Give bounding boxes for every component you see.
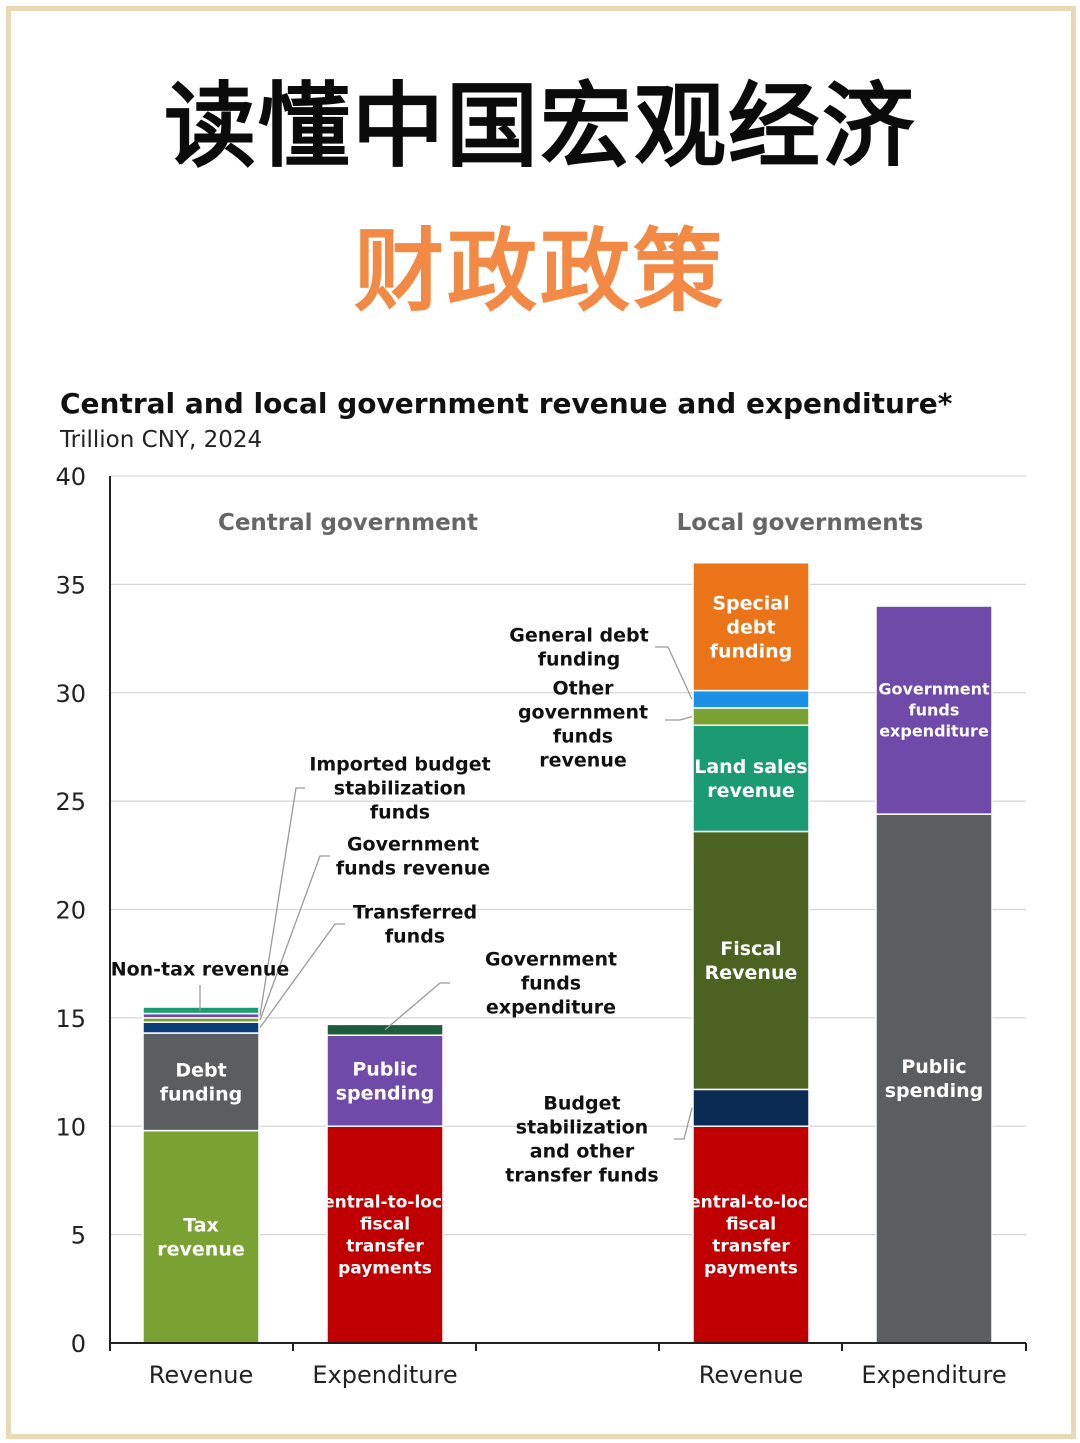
bar-segment-debt-funding — [142, 1032, 260, 1132]
segment-label-central-to-local-fiscal-transfer-payments: Central-to-local fiscal transfer payments — [311, 1193, 460, 1279]
bar-segment-government-funds-expenditure — [875, 605, 993, 815]
leader-line — [655, 646, 693, 700]
leader-line — [259, 923, 345, 1029]
leader-line — [665, 715, 693, 721]
leader-line — [259, 787, 305, 1016]
segment-label-special-debt-funding: Special debt funding — [710, 592, 793, 662]
callout-general-debt-funding: General debt funding — [509, 625, 648, 671]
bar-segment-public-spending — [875, 813, 993, 1344]
group-label-local-governments: Local governments — [677, 510, 924, 536]
axes: 0 5 10 15 20 25 30 35 40 — [55, 463, 1027, 1358]
grid-lines — [110, 475, 1026, 1236]
category-label-revenue: Revenue — [149, 1361, 254, 1389]
y-tick-label: 25 — [55, 788, 86, 816]
bar-segment-public-spending — [326, 1034, 444, 1127]
segment-label-central-to-local-fiscal-transfer-payments: Central-to-local fiscal transfer payments — [677, 1193, 826, 1279]
segment-label-debt-funding: Debt funding — [160, 1059, 243, 1105]
y-tick-label: 15 — [55, 1005, 86, 1033]
y-tick-label: 35 — [55, 571, 86, 599]
category-label-revenue: Revenue — [699, 1361, 804, 1389]
chart-title: Central and local government revenue and… — [60, 387, 953, 420]
callout-government-funds-revenue: Government funds revenue — [336, 834, 490, 880]
category-label-expenditure: Expenditure — [312, 1361, 457, 1389]
headline-title: 读懂中国宏观经济 — [163, 72, 916, 180]
callout-other-government-funds-revenue: Other government funds revenue — [518, 678, 648, 772]
segment-label-fiscal-revenue: Fiscal Revenue — [705, 938, 798, 984]
leader-line — [259, 855, 330, 1021]
bars — [142, 561, 993, 1344]
callout-non-tax-revenue: Non-tax revenue — [111, 959, 290, 981]
y-tick-label: 10 — [55, 1113, 86, 1141]
bar-segment-other-government-funds-revenue — [692, 707, 810, 727]
headline-subtitle: 财政政策 — [354, 218, 726, 324]
callout-government-funds-expenditure: Government funds expenditure — [485, 949, 617, 1019]
y-tick-label: 5 — [71, 1222, 86, 1250]
bar-segment-central-to-local-fiscal-transfer-payments — [326, 1125, 444, 1344]
category-label-expenditure: Expenditure — [861, 1361, 1006, 1389]
bar-segment-central-to-local-fiscal-transfer-payments — [692, 1125, 810, 1344]
segment-label-land-sales-revenue: Land sales revenue — [694, 756, 808, 802]
leader-line — [384, 982, 450, 1031]
segment-label-government-funds-expenditure: Government funds expenditure — [878, 680, 990, 741]
bar-segment-land-sales-revenue — [692, 724, 810, 833]
callout-budget-stabilization-and-other-transfer-funds: Budget stabilization and other transfer fun… — [505, 1093, 658, 1187]
bar-segment-non-tax-revenue — [142, 1006, 260, 1015]
chart-subtitle: Trillion CNY, 2024 — [59, 427, 262, 453]
y-tick-label: 40 — [55, 463, 86, 491]
y-tick-label: 0 — [71, 1330, 86, 1358]
segment-label-public-spending: Public spending — [336, 1058, 435, 1104]
page-frame — [6, 6, 1076, 1439]
segment-label-tax-revenue: Tax revenue — [157, 1214, 244, 1260]
bar-segment-fiscal-revenue — [692, 830, 810, 1091]
labels: Central government Local governments Reven… — [111, 510, 1007, 1389]
callout-imported-budget-stabilization-funds: Imported budget stabilization funds — [309, 754, 490, 824]
callout-transferred-funds: Transferred funds — [353, 902, 477, 948]
segment-label-public-spending: Public spending — [885, 1056, 984, 1102]
bar-segment-transferred-funds — [142, 1021, 260, 1034]
bar-segment-special-debt-funding — [692, 561, 810, 692]
bar-segment-budget-stabilization-and-other-transfer-funds — [692, 1088, 810, 1127]
group-label-central-government: Central government — [218, 510, 478, 536]
y-tick-label: 20 — [55, 897, 86, 925]
y-tick-label: 30 — [55, 680, 86, 708]
leader-line — [674, 1107, 693, 1140]
bar-segment-general-debt-funding — [692, 689, 810, 709]
bar-segment-tax-revenue — [142, 1129, 260, 1344]
